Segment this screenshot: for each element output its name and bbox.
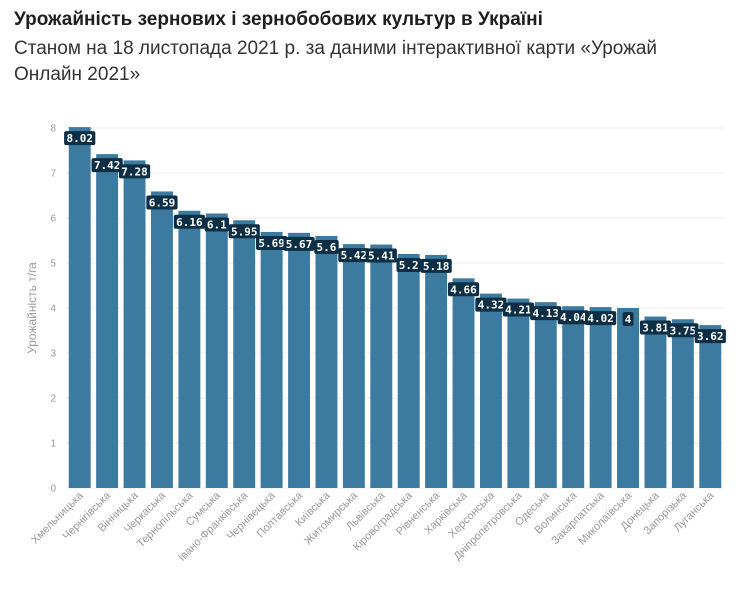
bar [534,302,557,488]
data-label: 4.66 [450,283,477,296]
y-tick-label: 0 [50,484,56,495]
bar [288,232,311,488]
bar [644,316,667,488]
bar [452,278,475,488]
data-label-bg [256,235,288,250]
y-tick-label: 6 [50,214,56,225]
data-label-bg [530,306,562,321]
data-label-bg [118,164,151,179]
y-tick-label: 2 [50,394,56,405]
data-labels: 8.02 7.42 7.28 6.596.16 6.1 5.955.69 5.67 5.6 5.… [64,131,726,344]
y-tick-label: 4 [50,304,56,315]
data-label-bg [622,312,634,326]
data-label-bg [173,214,205,229]
bar [617,308,640,488]
bar [425,254,448,488]
bar [260,231,283,488]
data-label-bg [667,323,699,338]
data-label: 5.69 [258,237,285,250]
data-label-bg [228,224,260,239]
data-label: 8.02 [66,132,93,145]
data-label-bg [396,258,421,272]
data-label: 4.13 [533,307,560,320]
y-tick-label: 1 [50,439,56,450]
data-label-bg [420,258,452,273]
data-label-bg [365,248,397,263]
data-label-bg [146,195,178,210]
bar [397,254,420,488]
data-label: 5.95 [231,225,258,238]
bar [68,127,91,488]
data-label: 5.18 [423,260,450,273]
data-label: 3.75 [670,324,697,337]
data-label: 6.16 [176,216,203,229]
bars [68,127,722,489]
y-axis-ticks: 0 1 2 3 4 5 6 7 8 [50,124,56,495]
chart-subtitle: Станом на 18 листопада 2021 р. за даними… [14,38,658,85]
x-axis-categories: ХмельницькаЧернігівськаВінницькаЧеркаськ… [29,489,717,564]
data-label: 5.41 [368,250,395,263]
data-label-bg [585,311,617,326]
data-label-bg [639,320,672,335]
bar [96,154,119,488]
data-label: 7.42 [94,159,121,172]
chart-title: Урожайність зернових і зернобобових куль… [14,9,543,30]
data-label-bg [91,158,123,173]
y-axis-label: Урожайність т/га [25,262,39,354]
data-label: 3.62 [697,330,724,343]
bar [233,220,256,488]
data-label-bg [64,131,96,146]
data-label: 7.28 [121,165,148,178]
y-tick-label: 5 [50,259,56,270]
data-label-bg [475,297,507,312]
data-label: 5.67 [286,238,313,251]
bar [589,307,612,488]
data-label-bg [314,240,339,254]
bar [479,293,502,488]
data-label-bg [502,302,534,317]
data-label-bg [557,310,589,325]
bar [123,160,146,488]
bar [178,210,201,489]
data-label-bg [283,236,315,251]
data-label: 4.32 [478,299,505,312]
data-label-bg [447,282,480,297]
data-label: 6.1 [207,219,227,232]
bar [699,325,722,488]
data-label: 5.6 [317,241,337,254]
bar [507,298,530,488]
data-label: 3.81 [642,322,669,335]
bar [205,213,228,488]
data-label: 4 [625,313,632,326]
data-label: 4.21 [505,304,532,317]
bar [342,244,365,488]
data-label: 5.42 [341,249,368,262]
y-tick-label: 3 [50,349,56,360]
bar [150,191,173,488]
data-label-bg [694,329,726,344]
data-label: 5.2 [399,259,419,272]
data-label-bg [204,217,229,232]
y-tick-label: 7 [50,169,56,180]
bar [671,319,694,488]
data-label: 6.59 [149,196,176,209]
y-tick-label: 8 [50,124,56,135]
data-label: 4.02 [587,312,614,325]
bar [370,244,393,488]
bar [562,306,585,488]
data-label-bg [338,248,370,263]
data-label: 4.04 [560,311,587,324]
bar [315,236,338,488]
